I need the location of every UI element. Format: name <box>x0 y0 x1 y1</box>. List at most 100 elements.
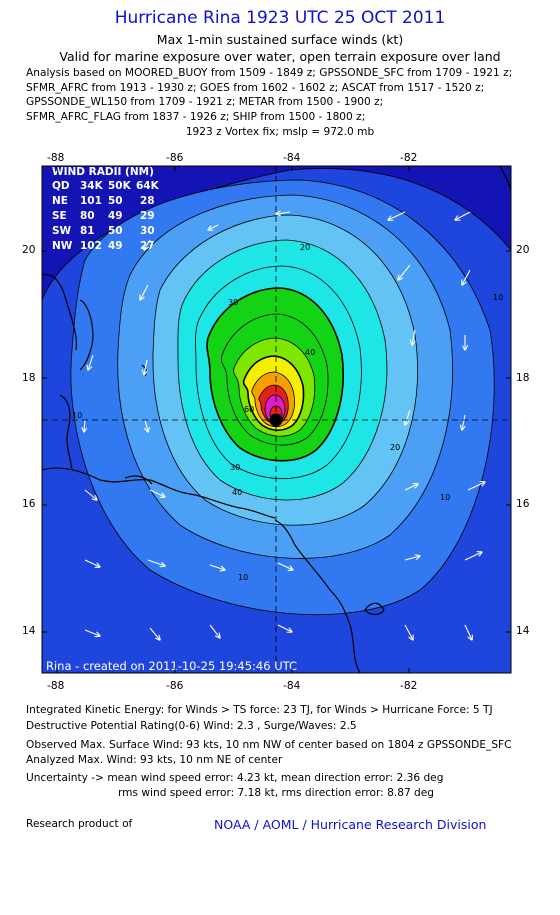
wind-radii-cell: SE <box>52 210 67 222</box>
wind-arrow <box>412 329 415 345</box>
lon-label-bottom: -86 <box>166 680 184 692</box>
wind-radii-cell: 80 <box>80 210 95 222</box>
coastline-segment <box>124 475 153 485</box>
wind-arrow <box>276 212 291 214</box>
coastline-segment <box>79 299 94 371</box>
lat-label-left: 18 <box>22 372 36 384</box>
lat-label-right: 20 <box>516 244 530 256</box>
lat-label-left: 20 <box>22 244 36 256</box>
wind-radii-header: 34K <box>80 180 104 192</box>
axis-ticks <box>42 166 511 673</box>
lat-label-left: 16 <box>22 498 36 510</box>
coastline-segment <box>42 467 191 495</box>
wind-arrow <box>462 414 465 430</box>
lon-label-top: -84 <box>283 152 301 164</box>
wind-radii-cell: NW <box>52 240 73 252</box>
lon-label-top: -88 <box>47 152 65 164</box>
wind-arrow <box>404 484 418 491</box>
lon-label-bottom: -84 <box>283 680 301 692</box>
uncertainty-line-2: rms wind speed error: 7.18 kt, rms direc… <box>118 787 435 799</box>
wind-arrow <box>84 629 100 636</box>
wind-arrow <box>405 409 411 425</box>
lat-label-right: 16 <box>516 498 530 510</box>
contour-label: 30 <box>228 298 238 307</box>
wind-arrow <box>88 354 94 370</box>
contour-label: 10 <box>440 493 450 502</box>
contour-labels: 20 30 40 20 10 10 30 40 60 10 10 <box>72 243 503 582</box>
vortex-fix: 1923 z Vortex fix; mslp = 972.0 mb <box>185 126 375 138</box>
lon-label-bottom: -82 <box>400 680 418 692</box>
analysis-line: Analysis based on MOORED_BUOY from 1509 … <box>26 67 513 79</box>
lon-label-top: -86 <box>166 152 184 164</box>
contour-label: 20 <box>300 243 310 252</box>
page-title: Hurricane Rina 1923 UTC 25 OCT 2011 <box>114 8 446 28</box>
wind-arrow <box>462 269 471 285</box>
contour-label: 40 <box>305 348 315 357</box>
wind-arrow <box>84 489 97 500</box>
wind-arrow <box>464 624 472 640</box>
wind-radii-cell: 29 <box>140 210 155 222</box>
wind-radii-cell: SW <box>52 225 72 237</box>
wind-arrow <box>398 264 411 280</box>
wind-arrow <box>208 224 219 230</box>
wind-arrow <box>277 562 293 570</box>
wind-arrow <box>277 624 292 632</box>
observed-max-line: Observed Max. Surface Wind: 93 kts, 10 n… <box>26 739 512 751</box>
contour-label: 60 <box>244 405 254 414</box>
wind-arrow <box>149 627 160 640</box>
lat-label-left: 14 <box>22 625 36 637</box>
wind-arrow <box>464 552 482 561</box>
noaa-credit-link[interactable]: NOAA / AOML / Hurricane Research Divisio… <box>214 817 487 832</box>
subtitle-exposure: Valid for marine exposure over water, op… <box>59 49 501 64</box>
coastline-segment <box>59 394 73 471</box>
contour-label: 30 <box>230 463 240 472</box>
wind-radii-cell: 27 <box>140 240 155 252</box>
wind-arrow <box>455 211 471 220</box>
wind-arrow <box>404 624 413 640</box>
analysis-line: SFMR_AFRC_FLAG from 1837 - 1926 z; SHIP … <box>26 110 366 123</box>
lat-label-right: 18 <box>516 372 530 384</box>
wind-arrow <box>140 284 149 300</box>
wind-arrow <box>145 419 148 432</box>
wind-radii-cell: 81 <box>80 225 95 237</box>
map-frame <box>41 165 512 674</box>
wind-vectors <box>84 212 485 640</box>
contour-label: 10 <box>493 293 503 302</box>
island <box>364 602 385 616</box>
lon-label-top: -82 <box>400 152 418 164</box>
wind-arrow <box>388 211 406 220</box>
wind-radii-cell: 102 <box>80 240 102 252</box>
lat-label-right: 14 <box>516 625 530 637</box>
wind-arrow <box>84 419 85 432</box>
analysis-line: GPSSONDE_WL150 from 1709 - 1921 z; METAR… <box>26 96 384 109</box>
wind-arrow <box>144 239 151 250</box>
analysis-sources: Analysis based on MOORED_BUOY from 1509 … <box>26 66 556 124</box>
contour-label: 10 <box>72 411 82 420</box>
wind-radii-cell: 30 <box>140 225 155 237</box>
subtitle-units: Max 1-min sustained surface winds (kt) <box>156 32 404 47</box>
wind-radii-cell: 101 <box>80 195 102 207</box>
uncertainty-line-1: Uncertainty -> mean wind speed error: 4.… <box>26 772 444 784</box>
created-timestamp: Rina - created on 2011-10-25 19:45:46 UT… <box>46 659 297 673</box>
wind-arrow <box>144 359 147 375</box>
wind-radii-cell: 50 <box>108 225 123 237</box>
coastline-segment <box>189 493 276 519</box>
wind-radii-table: WIND RADII (NM) QD 34K 50K 64K NE 101 50… <box>52 166 160 252</box>
analysis-line: SFMR_AFRC from 1913 - 1930 z; GOES from … <box>26 81 485 94</box>
dpr-line: Destructive Potential Rating(0-6) Wind: … <box>26 720 357 732</box>
wind-radii-header: 64K <box>136 180 160 192</box>
coastline-segment <box>42 273 77 351</box>
wind-arrow <box>209 624 220 638</box>
wind-radii-cell: 49 <box>108 240 123 252</box>
wind-field-map: 20 30 40 20 10 10 30 40 60 10 10 WIND RA… <box>41 165 512 674</box>
analyzed-max-line: Analyzed Max. Wind: 93 kts, 10 nm NE of … <box>26 754 283 766</box>
contour-label: 20 <box>390 443 400 452</box>
contour-label: 10 <box>238 573 248 582</box>
wind-radii-cell: 50 <box>108 195 123 207</box>
coastline-segment <box>274 519 361 673</box>
wind-radii-cell: NE <box>52 195 68 207</box>
wind-arrow <box>147 559 165 566</box>
map-plot-area: 20 30 40 20 10 10 30 40 60 10 10 WIND RA… <box>42 166 511 673</box>
wind-arrow <box>467 482 485 491</box>
wind-radii-cell: 49 <box>108 210 123 222</box>
